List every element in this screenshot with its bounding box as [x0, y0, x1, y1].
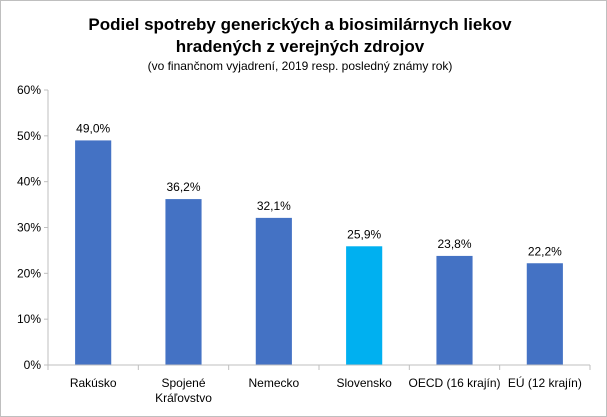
chart-subtitle: (vo finančnom vyjadrení, 2019 resp. posl…: [148, 59, 453, 73]
bar-3: [255, 217, 292, 365]
bar-2: [165, 199, 202, 365]
value-label-1: 49,0%: [76, 121, 110, 135]
y-tick-label: 50%: [17, 129, 41, 143]
category-label-3: Nemecko: [248, 376, 299, 390]
bar-5: [436, 255, 473, 365]
value-label-2: 36,2%: [166, 180, 200, 194]
bars-group: [75, 140, 563, 365]
category-label-6: EÚ (12 krajín): [508, 375, 582, 390]
y-tick-label: 40%: [17, 175, 41, 189]
category-label-1: Rakúsko: [70, 376, 117, 390]
value-label-3: 32,1%: [257, 199, 291, 213]
y-tick-label: 60%: [17, 83, 41, 97]
bar-4: [346, 246, 383, 365]
chart-title-line-1: Podiel spotreby generických a biosimilár…: [88, 15, 512, 34]
y-axis: 0% 10% 20% 30% 40% 50% 60%: [17, 83, 49, 372]
y-tick-label: 20%: [17, 266, 41, 280]
category-label-2: Spojené: [161, 376, 205, 390]
y-tick-label: 10%: [17, 312, 41, 326]
value-label-6: 22,2%: [528, 244, 562, 258]
category-label-5: OECD (16 krajín): [408, 376, 500, 390]
value-label-5: 23,8%: [437, 237, 471, 251]
chart-title-line-2: hradených z verejných zdrojov: [176, 37, 425, 56]
y-tick-label: 0%: [24, 358, 42, 372]
value-labels-group: 49,0% 36,2% 32,1% 25,9% 23,8% 22,2%: [76, 121, 562, 258]
category-label-2: Kráľovstvo: [155, 391, 212, 405]
bar-6: [526, 263, 563, 365]
y-tick-label: 30%: [17, 221, 41, 235]
value-label-4: 25,9%: [347, 227, 381, 241]
bar-1: [75, 140, 112, 365]
category-label-4: Slovensko: [336, 376, 392, 390]
